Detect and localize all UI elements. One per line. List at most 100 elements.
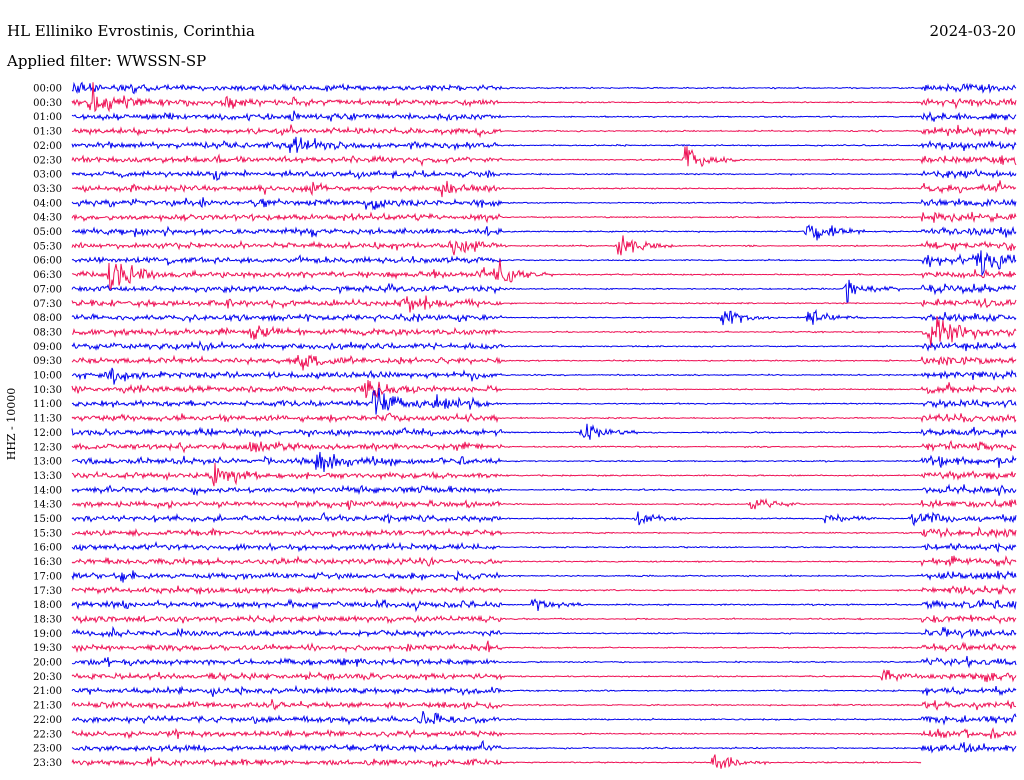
trace-line bbox=[71, 82, 1017, 113]
time-label: 01:00 bbox=[33, 112, 62, 123]
trace-line bbox=[71, 412, 1017, 424]
trace-line bbox=[71, 316, 1017, 348]
time-label: 12:30 bbox=[33, 442, 62, 453]
trace-line bbox=[71, 197, 1017, 211]
time-label: 18:00 bbox=[33, 600, 62, 611]
time-label: 06:30 bbox=[33, 270, 62, 281]
time-label: 01:30 bbox=[33, 127, 62, 138]
time-label: 11:00 bbox=[33, 399, 62, 410]
time-label: 02:30 bbox=[33, 155, 62, 166]
trace-line bbox=[71, 739, 1017, 754]
time-label: 18:30 bbox=[33, 614, 62, 625]
trace-line bbox=[71, 146, 1017, 168]
trace-line bbox=[71, 710, 1017, 726]
time-label: 08:00 bbox=[33, 313, 62, 324]
time-label: 16:00 bbox=[33, 543, 62, 554]
trace-line bbox=[71, 423, 1017, 440]
trace-line bbox=[71, 387, 1017, 415]
time-label: 09:00 bbox=[33, 342, 62, 353]
trace-line bbox=[71, 380, 1017, 399]
time-label: 20:00 bbox=[33, 658, 62, 669]
trace-line bbox=[71, 569, 1017, 583]
time-label: 21:00 bbox=[33, 686, 62, 697]
time-label: 19:00 bbox=[33, 629, 62, 640]
date-label: 2024-03-20 bbox=[930, 22, 1016, 40]
time-label: 10:00 bbox=[33, 371, 62, 382]
trace-line bbox=[71, 511, 1017, 527]
time-label: 07:30 bbox=[33, 299, 62, 310]
trace-line bbox=[71, 451, 1017, 472]
time-label: 22:30 bbox=[33, 729, 62, 740]
trace-line bbox=[71, 598, 1017, 613]
trace-line bbox=[71, 110, 1017, 122]
time-label: 04:30 bbox=[33, 213, 62, 224]
trace-line bbox=[71, 340, 1017, 352]
trace-line bbox=[71, 669, 1017, 683]
time-label: 11:30 bbox=[33, 414, 62, 425]
trace-group bbox=[71, 81, 1017, 769]
time-label: 21:30 bbox=[33, 701, 62, 712]
trace-line bbox=[71, 526, 1017, 539]
trace-line bbox=[71, 540, 1017, 553]
trace-line bbox=[71, 180, 1017, 198]
time-label: 15:00 bbox=[33, 514, 62, 525]
trace-line bbox=[71, 81, 1017, 95]
trace-line bbox=[71, 640, 1017, 654]
trace-line bbox=[71, 279, 1017, 303]
time-label: 16:30 bbox=[33, 557, 62, 568]
trace-line bbox=[71, 699, 1017, 711]
trace-line bbox=[71, 168, 1017, 182]
trace-line bbox=[71, 295, 1017, 313]
time-label: 03:00 bbox=[33, 170, 62, 181]
time-label: 14:30 bbox=[33, 500, 62, 511]
trace-line bbox=[71, 684, 1017, 697]
time-label: 17:30 bbox=[33, 586, 62, 597]
trace-line bbox=[71, 354, 1017, 371]
time-label: 05:00 bbox=[33, 227, 62, 238]
trace-line bbox=[71, 224, 1017, 241]
trace-line bbox=[71, 259, 1017, 291]
trace-line bbox=[71, 583, 1017, 596]
time-label: 23:30 bbox=[33, 758, 62, 769]
time-label: 19:30 bbox=[33, 643, 62, 654]
filter-label: Applied filter: WWSSN-SP bbox=[6, 52, 206, 70]
trace-line bbox=[71, 625, 1017, 640]
trace-line bbox=[71, 211, 1017, 224]
time-label: 00:30 bbox=[33, 98, 62, 109]
trace-line bbox=[71, 124, 1017, 139]
trace-line bbox=[71, 250, 1017, 277]
trace-line bbox=[71, 483, 1017, 497]
time-label: 02:00 bbox=[33, 141, 62, 152]
trace-line bbox=[71, 754, 922, 769]
time-label: 15:30 bbox=[33, 528, 62, 539]
trace-line bbox=[71, 235, 1017, 256]
trace-line bbox=[71, 367, 1017, 385]
time-label: 06:00 bbox=[33, 256, 62, 267]
trace-line bbox=[71, 655, 1017, 669]
time-label: 09:30 bbox=[33, 356, 62, 367]
trace-line bbox=[71, 497, 1017, 510]
trace-line bbox=[71, 439, 1017, 454]
trace-line bbox=[71, 614, 1017, 625]
time-label: 00:00 bbox=[33, 84, 62, 95]
time-label: 08:30 bbox=[33, 327, 62, 338]
time-label: 07:00 bbox=[33, 284, 62, 295]
time-label: 20:30 bbox=[33, 672, 62, 683]
time-label: 10:30 bbox=[33, 385, 62, 396]
trace-line bbox=[71, 727, 1017, 740]
time-label: 14:00 bbox=[33, 485, 62, 496]
trace-line bbox=[71, 462, 1017, 487]
trace-line bbox=[71, 308, 1017, 326]
time-label: 17:00 bbox=[33, 571, 62, 582]
y-axis-label: HHZ - 10000 bbox=[5, 388, 18, 461]
trace-line bbox=[71, 136, 1017, 153]
time-label: 05:30 bbox=[33, 241, 62, 252]
time-label: 22:00 bbox=[33, 715, 62, 726]
time-label: 04:00 bbox=[33, 198, 62, 209]
station-title: HL Elliniko Evrostinis, Corinthia bbox=[7, 22, 255, 40]
trace-line bbox=[71, 555, 1017, 568]
time-label-group: 00:00 00:30 01:00 01:30 02:00 02:30 03:00 03:30… bbox=[33, 84, 62, 769]
time-label: 13:30 bbox=[33, 471, 62, 482]
time-label: 03:30 bbox=[33, 184, 62, 195]
